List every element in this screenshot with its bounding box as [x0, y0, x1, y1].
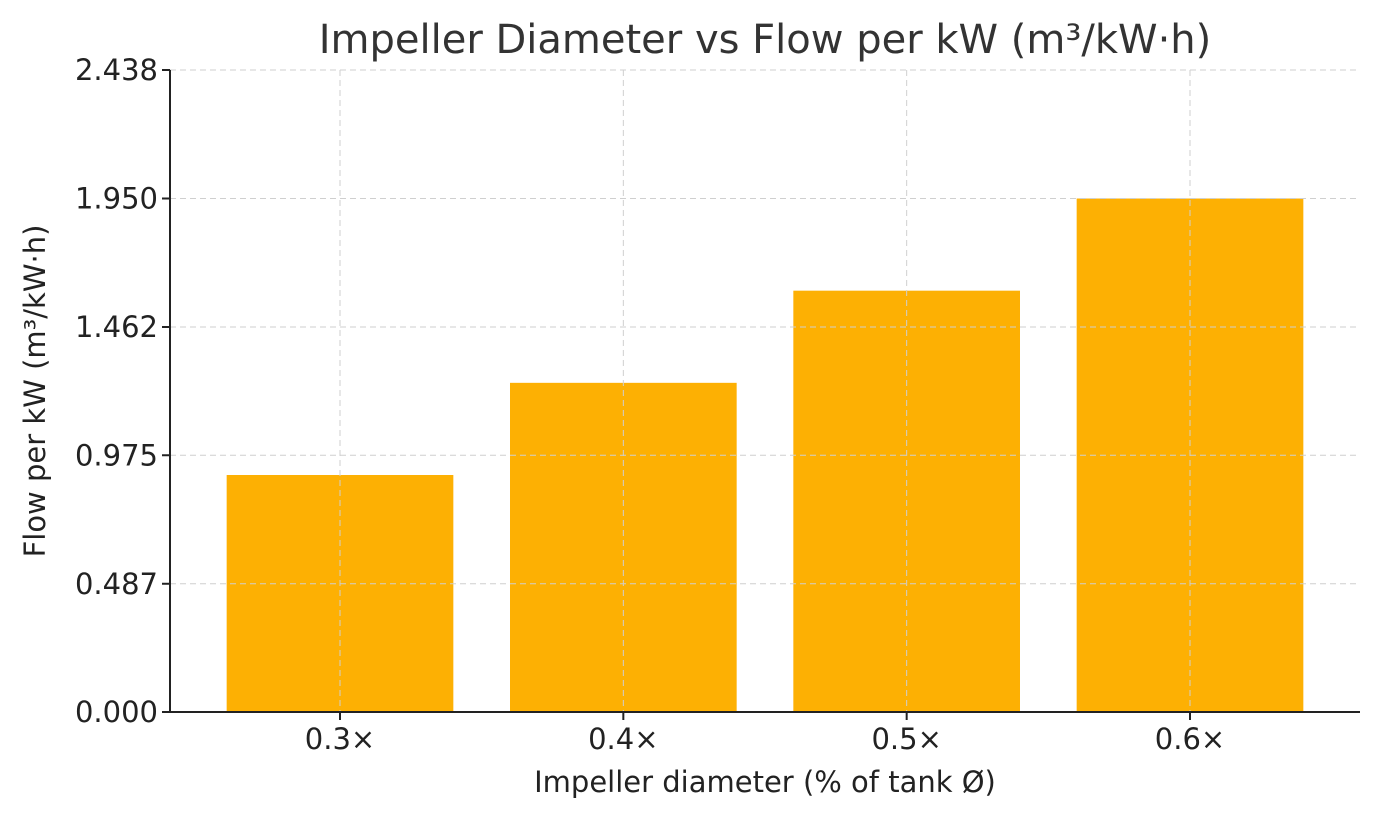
- y-tick-label: 2.438: [75, 53, 158, 87]
- y-tick-label: 0.975: [75, 438, 158, 472]
- y-tick-label: 1.462: [75, 310, 158, 344]
- x-axis-label: Impeller diameter (% of tank Ø): [534, 765, 996, 799]
- grid-lines: [170, 69, 1360, 712]
- y-tick-label: 0.487: [75, 567, 158, 601]
- axes: [169, 70, 1360, 713]
- bar: [510, 382, 737, 712]
- x-tick-label: 0.3×: [305, 722, 375, 756]
- y-axis-ticks: 0.000 0.487 0.975 1.462 1.950 2.438: [75, 53, 170, 729]
- x-tick-label: 0.5×: [871, 722, 941, 756]
- x-tick-label: 0.6×: [1155, 722, 1225, 756]
- chart-title: Impeller Diameter vs Flow per kW (m³/kW·…: [319, 17, 1212, 63]
- y-tick-label: 1.950: [75, 182, 158, 216]
- x-tick-label: 0.4×: [588, 722, 658, 756]
- y-tick-label: 0.000: [75, 695, 158, 729]
- x-axis-ticks: 0.3× 0.4× 0.5× 0.6×: [305, 712, 1225, 756]
- y-axis-label: Flow per kW (m³/kW·h): [18, 225, 52, 558]
